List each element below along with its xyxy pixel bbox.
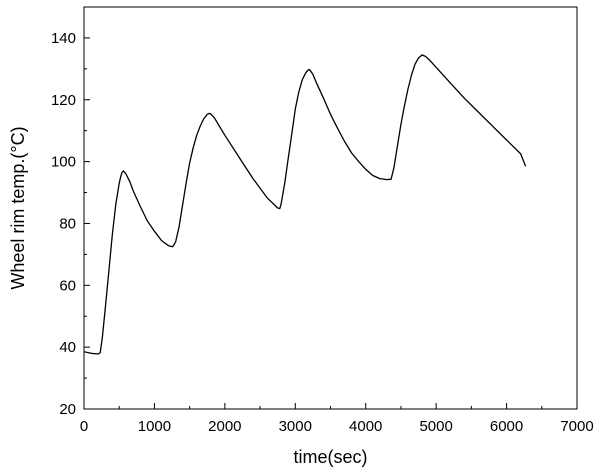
- x-tick-label: 4000: [349, 418, 382, 435]
- axis-ticks: [83, 37, 578, 410]
- x-tick-label: 6000: [490, 418, 523, 435]
- y-axis-title: Wheel rim temp.(°C): [8, 126, 28, 289]
- series-line: [83, 54, 527, 355]
- y-tick-label: 40: [59, 339, 76, 356]
- y-tick-label: 140: [51, 30, 76, 47]
- plot-frame: [83, 6, 578, 410]
- x-tick-label: 5000: [419, 418, 452, 435]
- x-tick-label: 3000: [279, 418, 312, 435]
- y-tick-label: 120: [51, 92, 76, 109]
- x-tick-label: 0: [80, 418, 88, 435]
- y-tick-label: 80: [59, 215, 76, 232]
- x-axis-title: time(sec): [293, 447, 367, 467]
- y-tick-label: 60: [59, 277, 76, 294]
- x-tick-label: 7000: [560, 418, 593, 435]
- x-tick-label: 2000: [208, 418, 241, 435]
- y-tick-label: 20: [59, 401, 76, 418]
- x-tick-label: 1000: [138, 418, 171, 435]
- tick-labels: 0 1000 2000 3000 4000 5000 6000 7000 20 40 60 80 100…: [51, 30, 594, 435]
- y-tick-label: 100: [51, 154, 76, 171]
